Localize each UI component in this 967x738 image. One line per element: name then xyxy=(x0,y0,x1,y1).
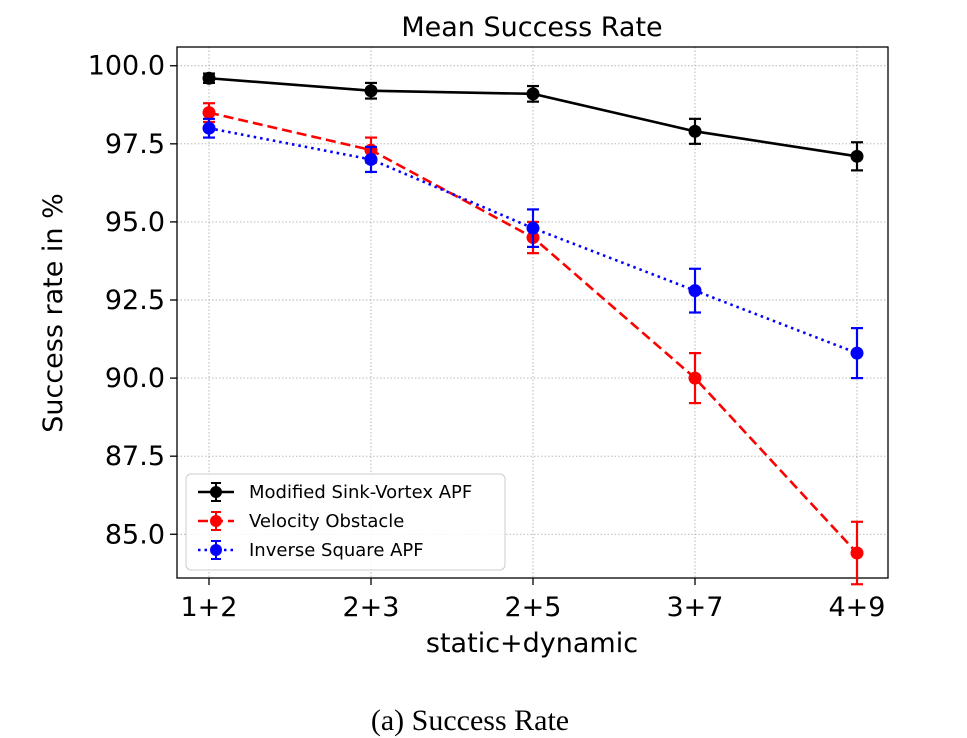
data-point xyxy=(688,371,702,385)
chart-title: Mean Success Rate xyxy=(401,12,662,43)
x-axis-ticks: 1+2 2+3 2+5 3+7 4+9 xyxy=(181,578,886,623)
legend-entry: Modified Sink-Vortex APF xyxy=(198,482,472,503)
legend-label: Inverse Square APF xyxy=(249,540,424,561)
series-layer xyxy=(202,71,864,586)
series-1 xyxy=(202,71,864,172)
figure-caption: (a) Success Rate xyxy=(371,704,569,737)
x-tick-label: 2+5 xyxy=(505,592,562,623)
x-tick-label: 3+7 xyxy=(667,592,724,623)
data-point xyxy=(364,152,378,166)
y-tick-label: 87.5 xyxy=(105,441,165,472)
x-axis-label: static+dynamic xyxy=(426,628,638,659)
legend-label: Velocity Obstacle xyxy=(249,511,404,532)
data-point xyxy=(850,546,864,560)
data-point xyxy=(364,84,378,98)
legend-marker xyxy=(210,515,222,527)
y-tick-label: 85.0 xyxy=(105,519,165,550)
y-tick-label: 100.0 xyxy=(88,51,165,82)
data-point xyxy=(850,346,864,360)
series-3 xyxy=(202,117,864,380)
y-axis-ticks: 85.0 87.5 90.0 92.5 95.0 97.5 100.0 xyxy=(88,51,177,550)
x-tick-label: 2+3 xyxy=(343,592,400,623)
legend: Modified Sink-Vortex APF Velocity Obstacl… xyxy=(185,473,506,571)
data-point xyxy=(526,221,540,235)
data-point xyxy=(688,124,702,138)
x-tick-label: 4+9 xyxy=(829,592,886,623)
data-point xyxy=(202,121,216,135)
data-point xyxy=(850,149,864,163)
legend-box xyxy=(185,473,506,571)
legend-label: Modified Sink-Vortex APF xyxy=(249,482,472,503)
series-line xyxy=(208,126,858,355)
data-point xyxy=(202,71,216,85)
data-point xyxy=(526,87,540,101)
y-tick-label: 90.0 xyxy=(105,363,165,394)
y-axis-label: Success rate in % xyxy=(38,193,69,433)
legend-marker xyxy=(210,486,222,498)
y-tick-label: 95.0 xyxy=(105,207,165,238)
data-point xyxy=(202,106,216,120)
y-tick-label: 97.5 xyxy=(105,129,165,160)
y-tick-label: 92.5 xyxy=(105,285,165,316)
legend-entry: Inverse Square APF xyxy=(198,540,424,561)
legend-entry: Velocity Obstacle xyxy=(198,511,404,532)
x-tick-label: 1+2 xyxy=(181,592,238,623)
legend-marker xyxy=(210,544,222,556)
data-point xyxy=(688,284,702,298)
